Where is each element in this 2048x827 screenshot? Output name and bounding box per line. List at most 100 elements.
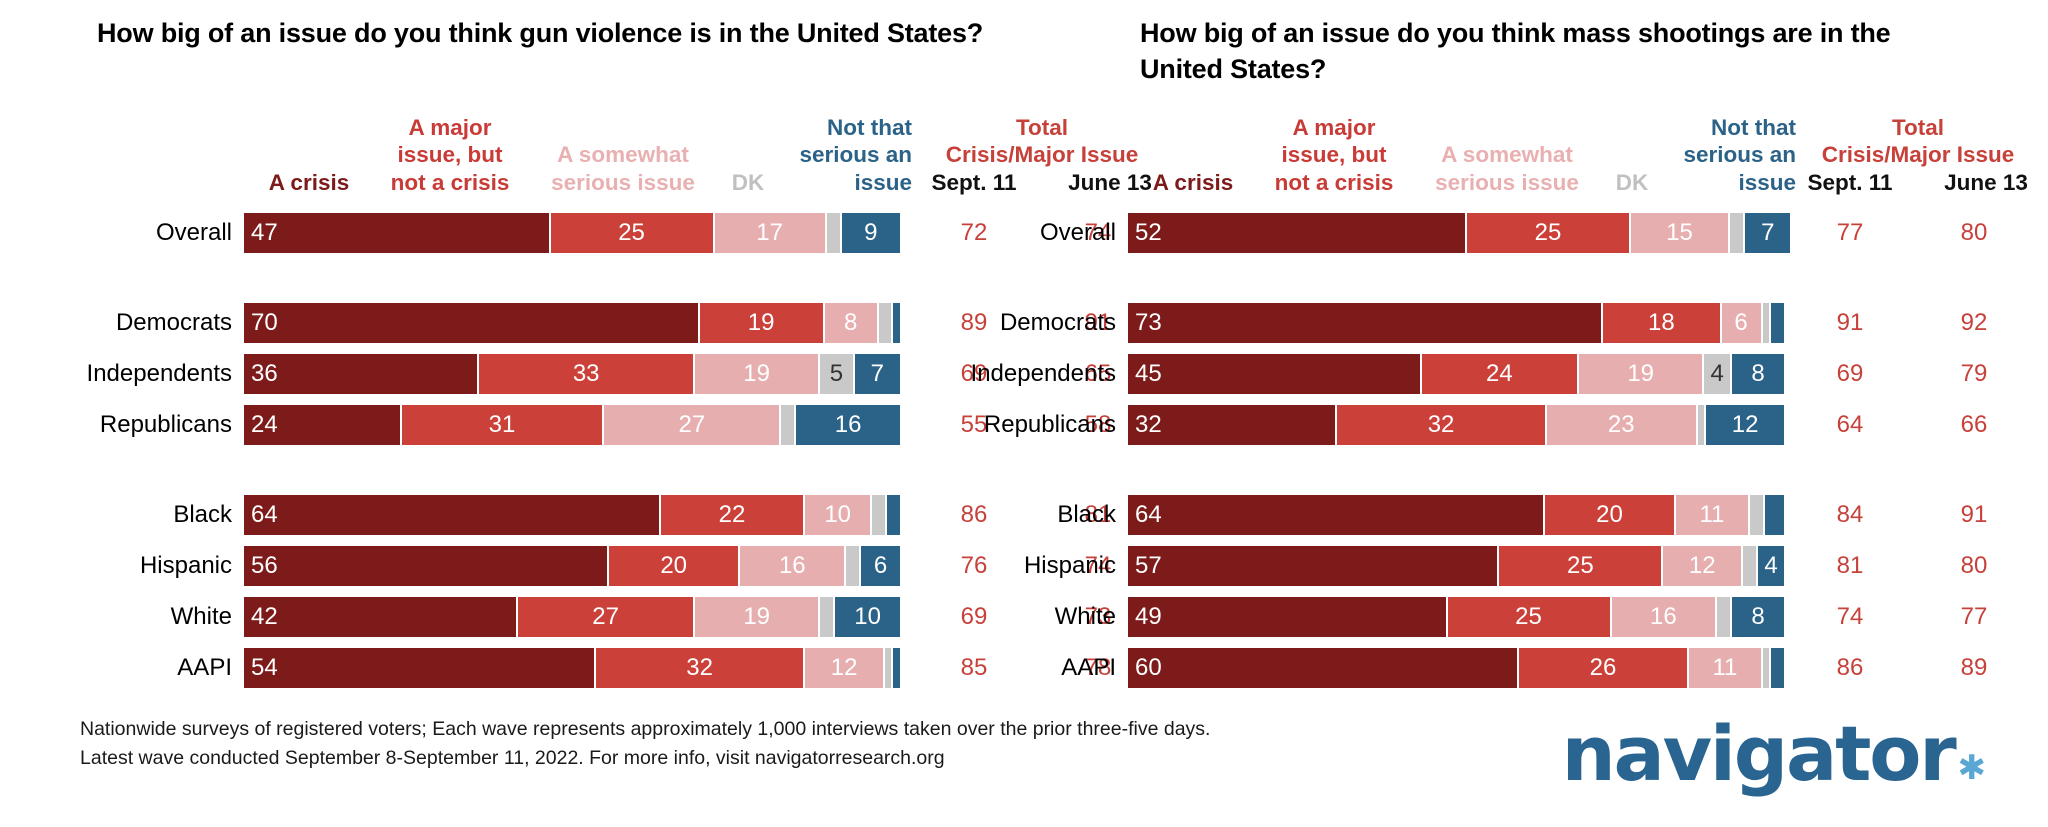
segment-dk [1697, 405, 1705, 445]
row-totals: 81 80 [1788, 546, 2048, 586]
segment-value-label: 24 [251, 411, 278, 438]
segment-value-label: 32 [1135, 411, 1162, 438]
segment-value-label: 70 [251, 309, 278, 336]
row-category-label: Overall [155, 219, 232, 246]
segment-value-label: 52 [1135, 219, 1162, 246]
segment-value-label: 25 [1515, 603, 1542, 630]
row-totals: 55 58 [912, 405, 1172, 445]
segment-a-somewhat-serious: 23 [1546, 405, 1696, 445]
row-totals: 69 65 [912, 354, 1172, 394]
segment-a-somewhat-serious: 27 [604, 405, 780, 445]
segment-a-major-issue: 24 [1421, 354, 1578, 394]
segment-value-label: 32 [686, 654, 713, 681]
legend-a-major-issue: A major issue, but not a crisis [390, 114, 510, 195]
segment-value-label: 31 [488, 411, 516, 438]
segment-not-that-serious: 7 [854, 354, 900, 394]
segment-a-crisis: 60 [1128, 648, 1517, 688]
row-totals: 69 79 [1788, 354, 2048, 394]
legend-a-major-issue: A major issue, but not a crisis [1274, 114, 1394, 195]
segment-not-that-serious: 12 [1706, 405, 1784, 445]
total-sept-11: 81 [1836, 552, 1864, 579]
segment-dk [1743, 546, 1757, 586]
bar-row: White 49 25 16 8 74 77 [1055, 597, 2048, 637]
row-category-label: Black [173, 501, 232, 528]
segment-a-crisis: 42 [244, 597, 517, 637]
stacked-bar: 24 31 27 16 [244, 405, 902, 445]
row-category-label: Republicans [983, 411, 1116, 438]
segment-a-major-issue: 31 [401, 405, 603, 445]
row-category-label: Republicans [99, 411, 232, 438]
segment-a-crisis: 49 [1128, 597, 1446, 637]
row-category-label: AAPI [177, 654, 232, 681]
legend-a-crisis: A crisis [1152, 169, 1234, 195]
row-totals: 89 91 [912, 303, 1172, 343]
segment-not-that-serious: 16 [796, 405, 900, 445]
total-sept-11: 86 [960, 501, 988, 528]
segment-value-label: 8 [1751, 603, 1765, 630]
legend-not-that-serious-an-issue: Not that serious an issue [1683, 114, 1796, 195]
segment-value-label: 17 [756, 219, 783, 246]
segment-a-crisis: 36 [244, 354, 478, 394]
segment-value-label: 42 [251, 603, 278, 630]
bar-row: Hispanic 56 20 16 6 76 74 [140, 546, 1172, 586]
legend-left: A crisis A major issue, but not a crisis… [0, 104, 1152, 196]
total-sept-11: 69 [960, 360, 988, 387]
segment-not-that-serious: 8 [1732, 597, 1784, 637]
segment-value-label: 11 [1699, 501, 1725, 528]
segment-dk [872, 495, 886, 535]
total-sept-11: 69 [1836, 360, 1864, 387]
row-category-label: AAPI [1061, 654, 1116, 681]
bar-row: Black 64 20 11 84 91 [1057, 495, 2048, 535]
segment-value-label: 36 [251, 360, 278, 387]
segment-a-crisis: 64 [244, 495, 659, 535]
segment-value-label: 27 [592, 603, 619, 630]
total-june-13: 80 [1960, 219, 1988, 246]
legend-a-somewhat-serious-issue: A somewhat serious issue [551, 142, 695, 195]
legend-dk: DK [731, 169, 765, 195]
segment-not-that-serious: 6 [861, 546, 900, 586]
segment-a-major-issue: 25 [1466, 213, 1629, 253]
stacked-bar: 36 33 19 5 7 [244, 354, 902, 394]
bar-row: Black 64 22 10 86 81 [173, 495, 1172, 535]
segment-value-label: 12 [1731, 411, 1759, 438]
segment-value-label: 19 [747, 309, 775, 336]
total-sept-11: 91 [1836, 309, 1864, 336]
segment-not-that-serious: 7 [1745, 213, 1791, 253]
segment-not-that-serious: 4 [1758, 546, 1784, 586]
bar-row: Republicans 24 31 27 16 55 58 [100, 405, 1172, 445]
segment-value-label: 9 [864, 219, 878, 246]
legend-a-crisis: A crisis [268, 169, 350, 195]
segment-a-major-issue: 20 [608, 546, 739, 586]
segment-dk [878, 303, 892, 343]
legend-dk: DK [1615, 169, 1649, 195]
segment-dk: 5 [820, 354, 853, 394]
total-sept-11: 86 [1836, 654, 1864, 681]
total-sept-11: 89 [960, 309, 988, 336]
segment-not-that-serious [1771, 648, 1784, 688]
total-june-13: 74 [1084, 552, 1112, 579]
segment-dk [1730, 213, 1744, 253]
segment-value-label: 26 [1589, 654, 1617, 681]
bar-row: AAPI 60 26 11 86 89 [1061, 648, 2048, 688]
total-sept-11: 74 [1836, 603, 1864, 630]
stacked-bar: 73 18 6 [1128, 303, 1786, 343]
legend-a-somewhat-serious-issue: A somewhat serious issue [1435, 142, 1579, 195]
segment-a-somewhat-serious: 11 [1689, 648, 1761, 688]
segment-dk [781, 405, 795, 445]
row-totals: 76 74 [912, 546, 1172, 586]
row-category-label: Independents [970, 360, 1116, 387]
chart-title-left: How big of an issue do you think gun vio… [97, 18, 984, 48]
segment-value-label: 64 [1135, 501, 1162, 528]
total-june-13: 91 [1084, 309, 1112, 336]
total-june-13: 74 [1084, 219, 1112, 246]
segment-dk [1762, 648, 1769, 688]
segment-value-label: 32 [1427, 411, 1455, 438]
row-category-label: White [1054, 603, 1116, 630]
stacked-bar: 49 25 16 8 [1128, 597, 1786, 637]
segment-value-label: 33 [572, 360, 600, 387]
navigator-wordmark: navigator [1561, 709, 1957, 798]
segment-dk [1749, 495, 1763, 535]
segment-a-somewhat-serious: 19 [1579, 354, 1703, 394]
segment-value-label: 20 [1596, 501, 1623, 528]
bar-row: Democrats 73 18 6 91 92 [1000, 303, 2048, 343]
